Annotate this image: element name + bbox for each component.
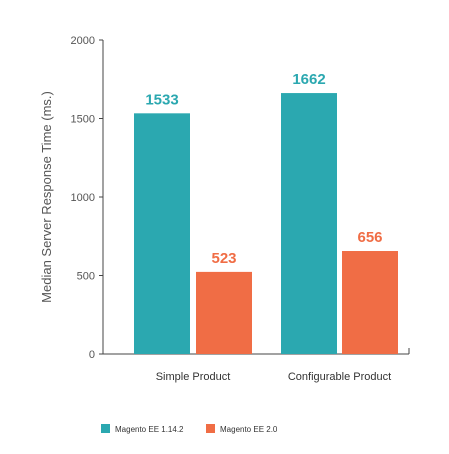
legend-swatch <box>206 424 215 433</box>
x-category-label: Configurable Product <box>288 371 391 383</box>
y-axis-title: Median Server Response Time (ms.) <box>39 91 54 303</box>
bar-value-label: 523 <box>211 250 236 267</box>
x-category-labels: Simple Product Configurable Product <box>156 371 391 383</box>
bars <box>134 93 398 354</box>
y-ticks: 0 500 1000 1500 2000 <box>71 35 410 361</box>
y-tick-label: 2000 <box>71 35 95 47</box>
x-category-label: Simple Product <box>156 371 231 383</box>
bar-value-label: 1533 <box>145 91 178 108</box>
legend-swatch <box>101 424 110 433</box>
data-labels: 1533 1662 523 656 <box>145 71 382 267</box>
legend-label: Magento EE 2.0 <box>220 425 278 434</box>
bar-ee-1-14-2-configurable <box>281 93 337 354</box>
bar-value-label: 1662 <box>292 71 325 88</box>
y-tick-label: 0 <box>89 349 95 361</box>
bar-ee-2-0-simple <box>196 271 252 354</box>
legend-label: Magento EE 1.14.2 <box>115 425 184 434</box>
legend: Magento EE 1.14.2 Magento EE 2.0 <box>101 424 278 434</box>
y-tick-label: 500 <box>77 271 95 283</box>
y-tick-label: 1500 <box>71 114 95 126</box>
bar-ee-2-0-configurable <box>342 251 398 354</box>
bar-ee-1-14-2-simple <box>134 113 190 354</box>
y-tick-label: 1000 <box>71 192 95 204</box>
bar-value-label: 656 <box>357 229 382 246</box>
